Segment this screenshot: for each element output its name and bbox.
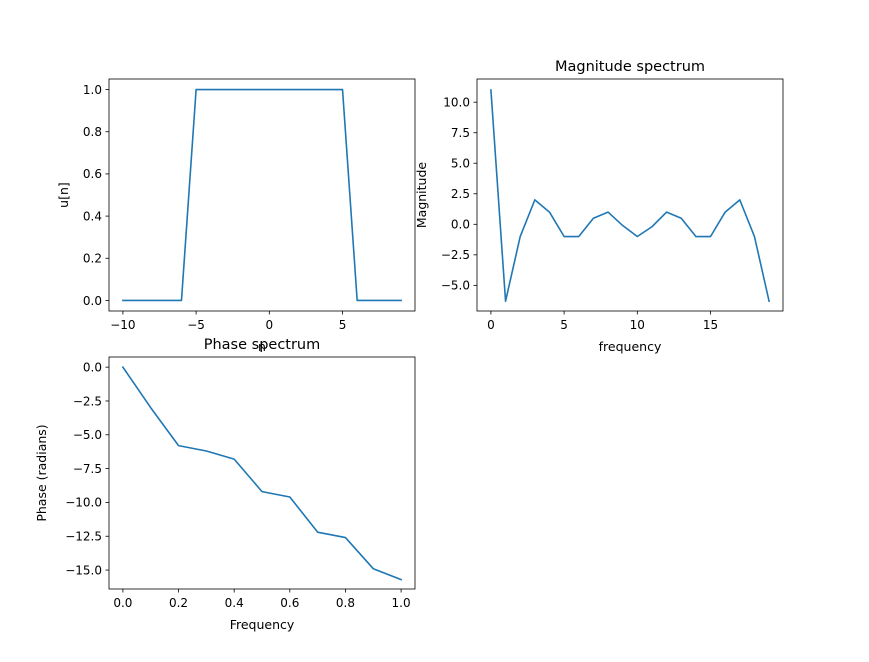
y-tick-label: 7.5 bbox=[451, 126, 470, 140]
y-tick-label: −7.5 bbox=[73, 462, 102, 476]
time-signal-frame bbox=[108, 78, 416, 312]
y-tick-label: −2.5 bbox=[441, 248, 470, 262]
y-tick-label: 0.8 bbox=[83, 125, 102, 139]
y-tick-label: 0.0 bbox=[83, 294, 102, 308]
x-tick-label: 0.4 bbox=[225, 596, 244, 610]
x-tick-label: 5 bbox=[339, 318, 347, 332]
y-tick-label: 0.0 bbox=[451, 218, 470, 232]
x-tick-label: 0.8 bbox=[336, 596, 355, 610]
time-signal-series-line bbox=[122, 88, 402, 302]
magnitude-spectrum-xlabel: frequency bbox=[599, 339, 662, 354]
y-tick-label: −2.5 bbox=[73, 394, 102, 408]
y-tick-label: −5.0 bbox=[441, 279, 470, 293]
y-tick-label: −12.5 bbox=[65, 530, 102, 544]
x-tick-label: 1.0 bbox=[392, 596, 411, 610]
x-tick-label: 0.2 bbox=[169, 596, 188, 610]
y-tick-label: −5.0 bbox=[73, 428, 102, 442]
x-tick-label: 5 bbox=[560, 318, 568, 332]
time-signal-xlabel: n bbox=[258, 339, 266, 354]
phase-spectrum-frame bbox=[108, 356, 416, 590]
phase-spectrum-title: Phase spectrum bbox=[204, 337, 321, 353]
x-tick-label: 0.0 bbox=[113, 596, 132, 610]
magnitude-spectrum-frame bbox=[476, 78, 784, 312]
x-tick-label: −10 bbox=[110, 318, 135, 332]
y-tick-label: 0.2 bbox=[83, 252, 102, 266]
phase-spectrum-series-line bbox=[121, 366, 403, 581]
x-tick-label: 15 bbox=[703, 318, 718, 332]
y-tick-label: 5.0 bbox=[451, 157, 470, 171]
y-tick-label: 0.0 bbox=[83, 360, 102, 374]
y-tick-label: −10.0 bbox=[65, 496, 102, 510]
y-tick-label: 0.4 bbox=[83, 209, 102, 223]
x-tick-label: −5 bbox=[187, 318, 205, 332]
magnitude-spectrum-series-line bbox=[490, 89, 771, 303]
time-signal-ylabel: u[n] bbox=[56, 182, 71, 208]
y-tick-label: 10.0 bbox=[443, 96, 470, 110]
x-tick-label: 0.6 bbox=[280, 596, 299, 610]
y-tick-label: −15.0 bbox=[65, 563, 102, 577]
phase-spectrum-ylabel: Phase (radians) bbox=[34, 424, 49, 521]
y-tick-label: 0.6 bbox=[83, 167, 102, 181]
magnitude-spectrum-axes: 0 5 10 15 −5.0 −2.5 0.0 2.5 5.0 7.5 10.0 frequency M… bbox=[414, 59, 784, 354]
x-tick-label: 10 bbox=[630, 318, 645, 332]
x-tick-label: 0 bbox=[266, 318, 274, 332]
y-tick-label: 1.0 bbox=[83, 83, 102, 97]
phase-spectrum-axes: 0.0 0.2 0.4 0.6 0.8 1.0 −15.0 −12.5 −10.0 −7.5 −5.… bbox=[34, 337, 416, 632]
y-tick-label: 2.5 bbox=[451, 187, 470, 201]
phase-spectrum-xlabel: Frequency bbox=[230, 617, 295, 632]
x-tick-label: 0 bbox=[487, 318, 495, 332]
magnitude-spectrum-ylabel: Magnitude bbox=[414, 162, 429, 229]
time-signal-axes: −10 −5 0 5 0.0 0.2 0.4 0.6 0.8 1.0 n u[n] bbox=[56, 78, 416, 354]
magnitude-spectrum-title: Magnitude spectrum bbox=[555, 59, 705, 75]
